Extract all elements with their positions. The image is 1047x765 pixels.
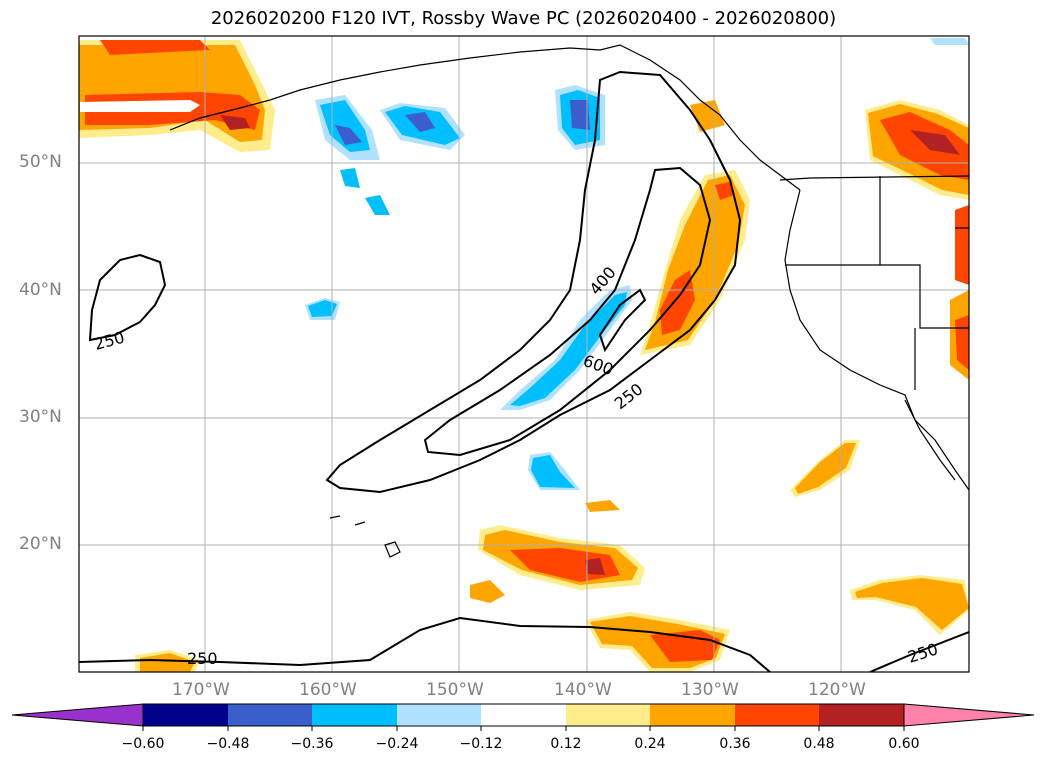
graticule bbox=[79, 36, 969, 672]
lon-label-160w: 160°W bbox=[299, 680, 357, 700]
coastline-alaska bbox=[169, 44, 801, 191]
contour-400 bbox=[423, 166, 712, 457]
colorbar-tick-7: 0.24 bbox=[634, 736, 666, 752]
lon-label-140w: 140°W bbox=[554, 680, 612, 700]
lon-label-130w: 130°W bbox=[681, 680, 739, 700]
lat-label-40n: 40°N bbox=[19, 280, 62, 300]
colorbar-tick-1: −0.60 bbox=[121, 736, 165, 752]
colorbar-bin-3 bbox=[312, 704, 397, 726]
lon-label-150w: 150°W bbox=[426, 680, 484, 700]
lon-label-170w: 170°W bbox=[172, 680, 230, 700]
contour-250-southeast bbox=[869, 631, 969, 672]
contour-label-250-south: 250 bbox=[187, 649, 218, 668]
lat-label-20n: 20°N bbox=[19, 534, 62, 554]
ivt-contours bbox=[79, 70, 969, 672]
hawaii bbox=[384, 541, 401, 558]
shaded-anomalies bbox=[79, 38, 969, 672]
colorbar-bin-9 bbox=[819, 704, 904, 726]
lon-label-120w: 120°W bbox=[808, 680, 866, 700]
colorbar-tick-6: 0.12 bbox=[550, 736, 582, 752]
map-frame bbox=[78, 35, 970, 673]
contour-250-west bbox=[88, 253, 167, 342]
coastlines bbox=[169, 44, 969, 558]
colorbar-tick-9: 0.48 bbox=[803, 736, 835, 752]
colorbar-tick-2: −0.48 bbox=[206, 736, 250, 752]
contour-250-ar bbox=[325, 70, 742, 494]
colorbar-bin-2 bbox=[228, 704, 312, 726]
colorbar-tick-10: 0.60 bbox=[888, 736, 920, 752]
lat-label-50n: 50°N bbox=[19, 152, 62, 172]
colorbar-tick-4: −0.24 bbox=[375, 736, 419, 752]
contour-250-south bbox=[79, 616, 771, 672]
colorbar-extend-high bbox=[903, 703, 1035, 727]
colorbar-tick-3: −0.36 bbox=[290, 736, 334, 752]
map-title: 2026020200 F120 IVT, Rossby Wave PC (202… bbox=[210, 8, 837, 29]
coastline-west-north-america bbox=[784, 189, 969, 491]
colorbar-bin-1 bbox=[143, 704, 228, 726]
contour-600 bbox=[598, 288, 647, 353]
colorbar-bin-6 bbox=[566, 704, 650, 726]
colorbar bbox=[11, 703, 1035, 731]
colorbar-tick-5: −0.12 bbox=[459, 736, 503, 752]
colorbar-bin-5 bbox=[481, 704, 566, 726]
colorbar-bin-8 bbox=[735, 704, 819, 726]
colorbar-extend-low bbox=[11, 703, 144, 727]
colorbar-bin-4 bbox=[397, 704, 481, 726]
lat-label-30n: 30°N bbox=[19, 407, 62, 427]
colorbar-bin-7 bbox=[650, 704, 735, 726]
colorbar-tick-8: 0.36 bbox=[719, 736, 751, 752]
